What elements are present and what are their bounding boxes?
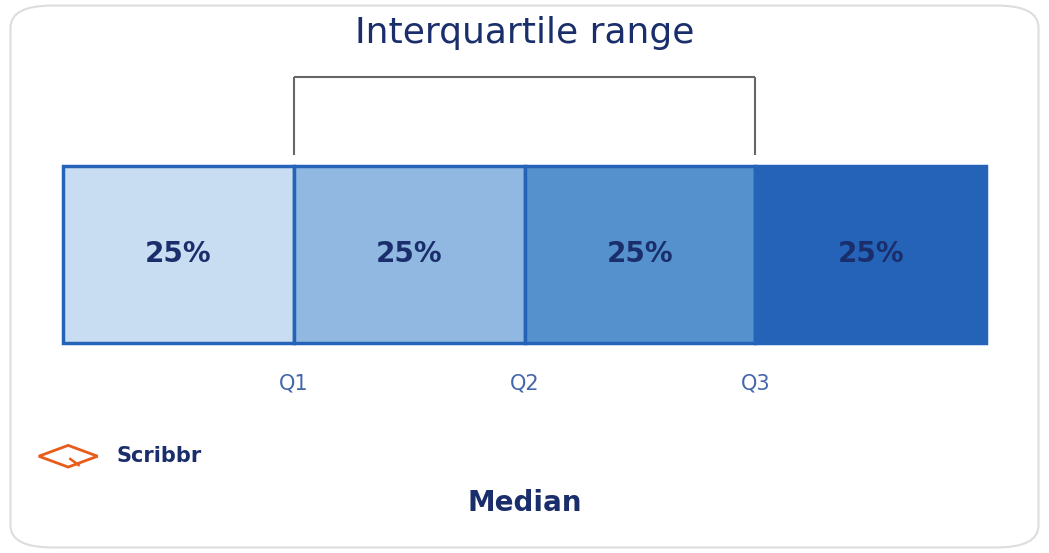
Text: Q1: Q1	[279, 373, 308, 393]
Text: Median: Median	[467, 489, 582, 517]
Bar	[294, 166, 524, 343]
Text: Q3: Q3	[741, 373, 770, 393]
Bar	[524, 166, 755, 343]
Bar	[63, 166, 294, 343]
Text: Q2: Q2	[510, 373, 539, 393]
Text: 25%: 25%	[837, 241, 904, 268]
Text: 25%: 25%	[606, 241, 673, 268]
Bar	[755, 166, 986, 343]
Text: 25%: 25%	[376, 241, 443, 268]
Text: 25%: 25%	[145, 241, 212, 268]
Text: Scribbr: Scribbr	[116, 446, 201, 466]
Text: Interquartile range: Interquartile range	[355, 16, 694, 50]
